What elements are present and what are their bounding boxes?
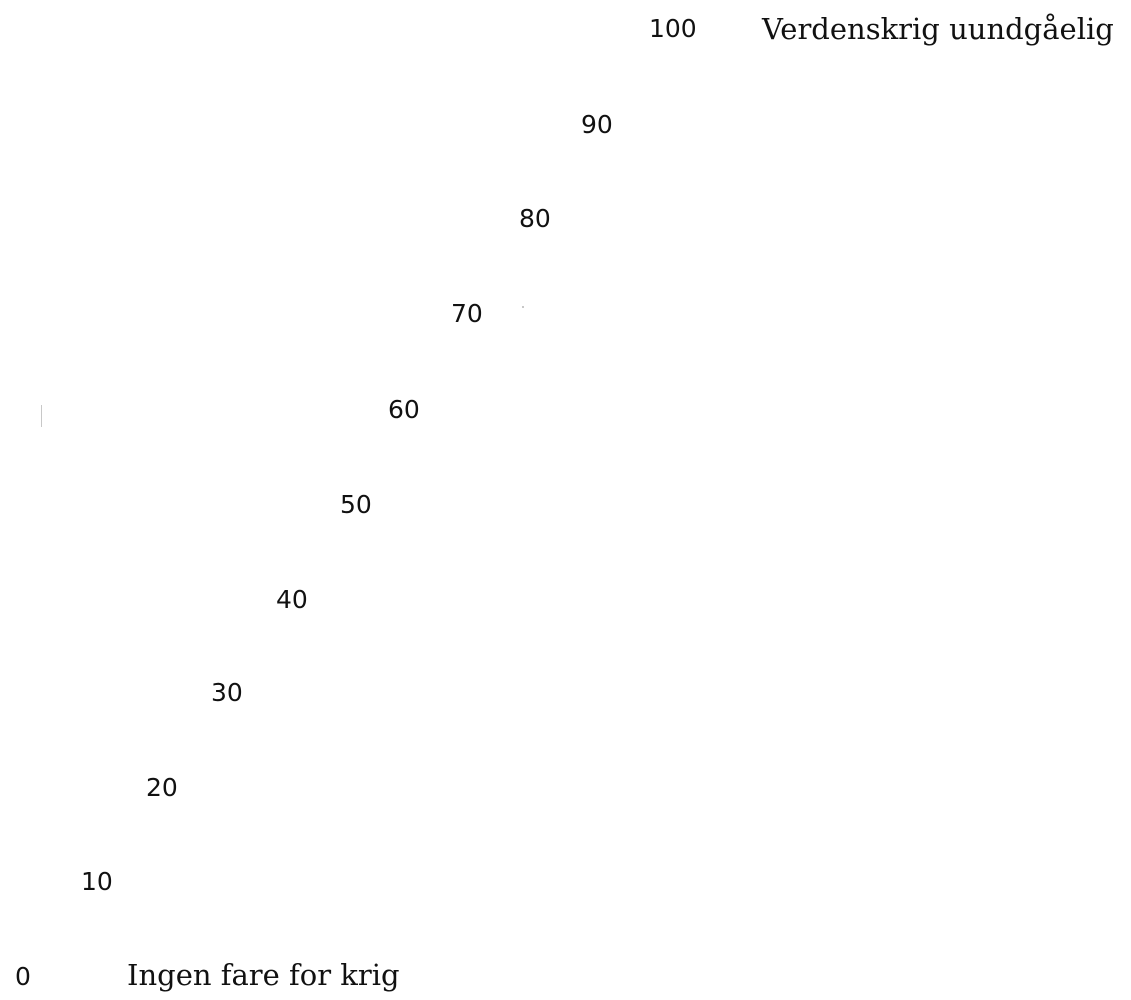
scan-dot (522, 306, 524, 308)
scale-value-10: 10 (81, 867, 113, 896)
scale-value-70: 70 (451, 299, 483, 328)
scale-value-40: 40 (276, 585, 308, 614)
scan-mark (41, 405, 42, 427)
scale-value-20: 20 (146, 773, 178, 802)
scale-value-50: 50 (340, 490, 372, 519)
scale-value-90: 90 (581, 110, 613, 139)
scale-value-80: 80 (519, 204, 551, 233)
scale-value-30: 30 (211, 678, 243, 707)
scale-label-top: Verdenskrig uundgåelig (762, 12, 1114, 46)
scale-label-bottom: Ingen fare for krig (127, 958, 400, 992)
scale-value-60: 60 (388, 395, 420, 424)
scale-value-100: 100 (649, 14, 697, 43)
scale-value-0: 0 (15, 962, 31, 991)
